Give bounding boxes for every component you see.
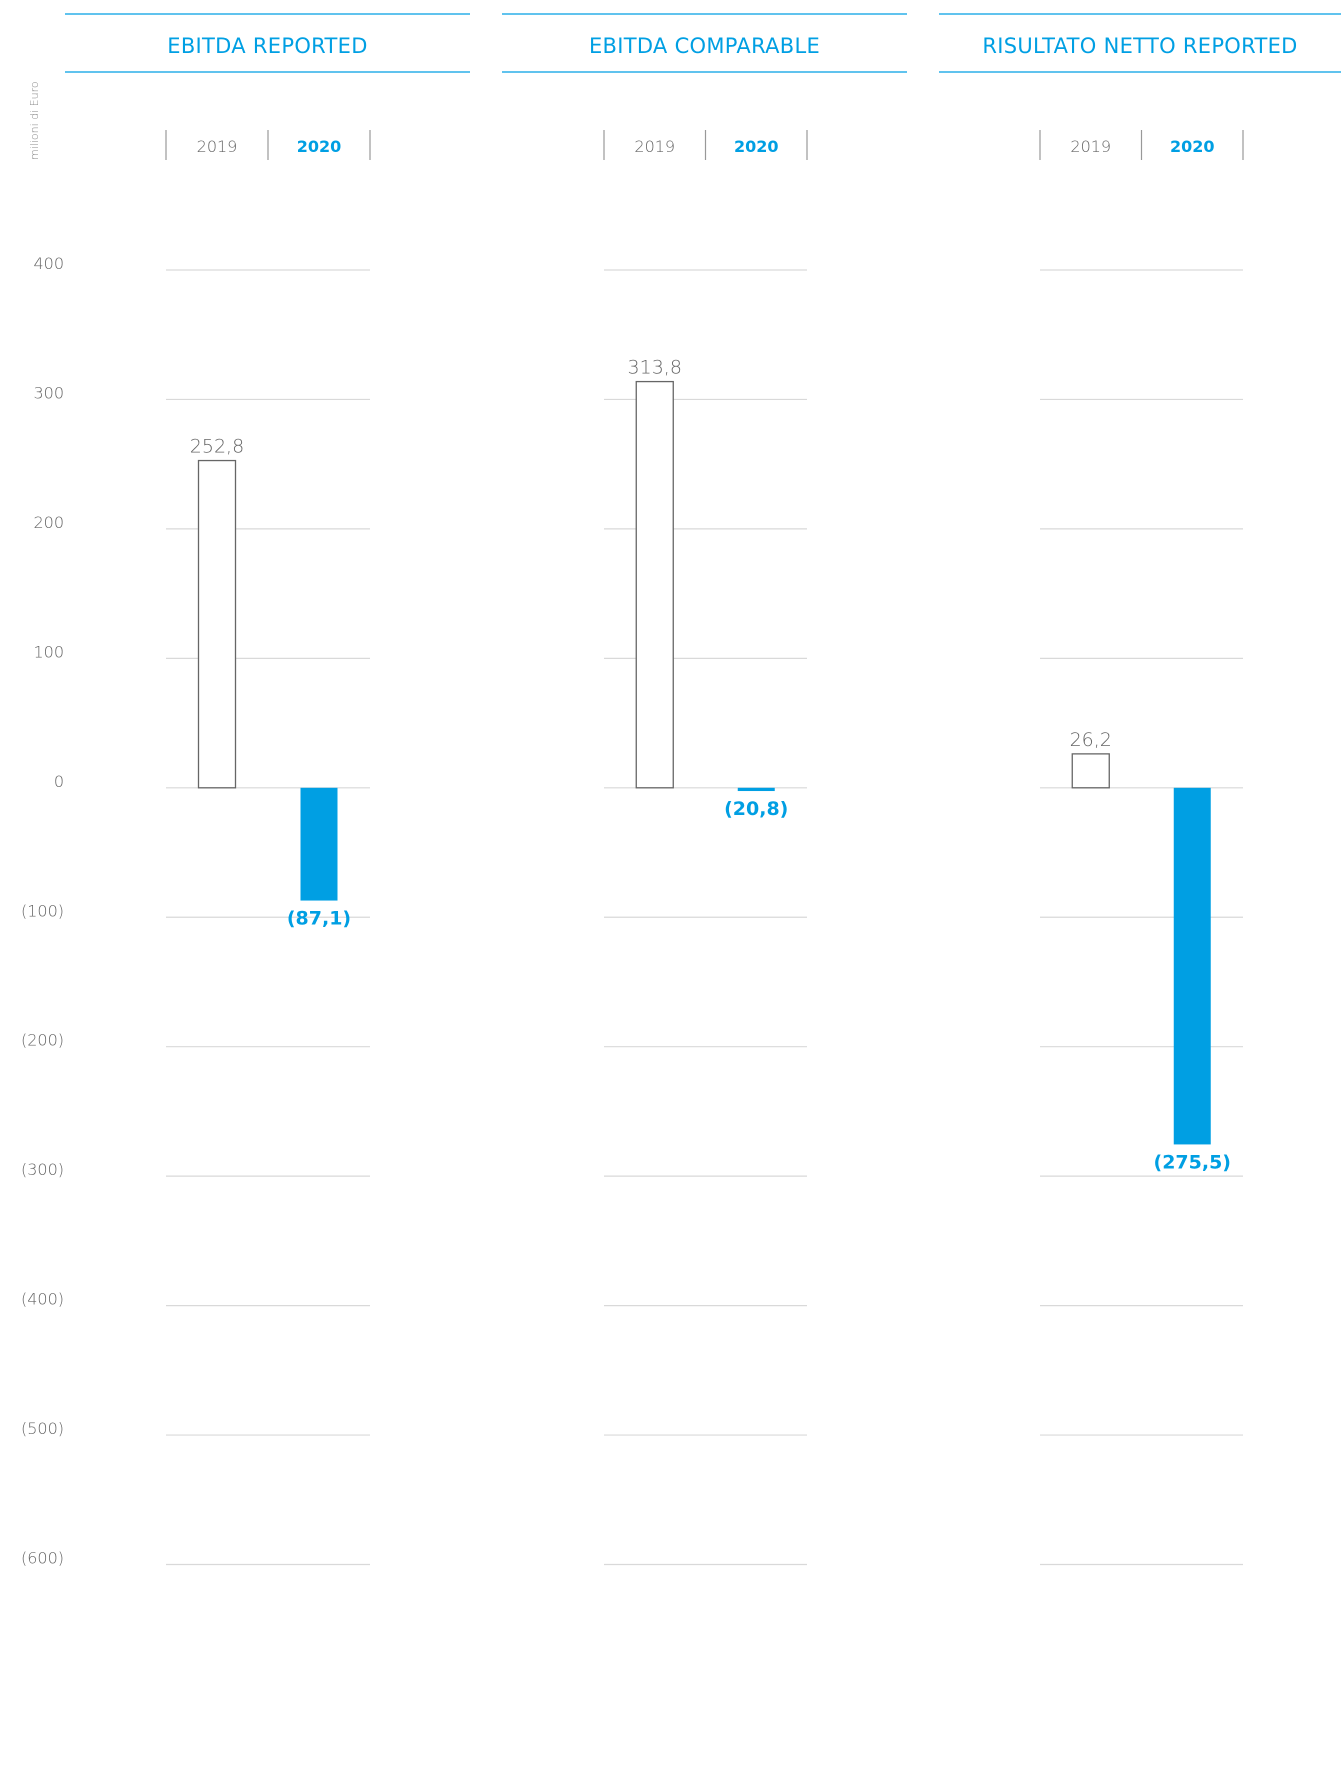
x-tick-label: 2020 [297,137,342,156]
bar-2019 [635,380,674,789]
data-label: 26,2 [1070,729,1112,751]
unit-label: milioni di Euro [28,81,41,160]
data-label: 313,8 [628,357,682,379]
x-tick-label: 2020 [734,137,779,156]
x-tick-label: 2019 [634,137,675,156]
y-tick-label: (600) [21,1549,64,1568]
y-axis: milioni di Euro 400 300 200 100 0 (100) (200) (3… [21,81,64,1567]
y-tick-label: 300 [33,383,64,402]
bar-2020 [737,787,775,792]
data-label: (20,8) [724,798,788,820]
x-tick-label: 2019 [1070,137,1111,156]
data-label: 252,8 [190,436,244,458]
y-tick-label: 200 [33,513,64,532]
chart-panel-3: RISULTATO NETTO REPORTED 2019 2020 26,2 (275… [939,13,1341,1566]
data-label: (275,5) [1154,1151,1231,1173]
chart-panel-2: EBITDA COMPARABLE 2019 2020 313,8 (20,8) [502,13,907,1566]
data-label: (87,1) [287,908,351,930]
y-tick-label: (500) [21,1419,64,1438]
chart-title: EBITDA REPORTED [167,34,367,58]
bar-2020 [1173,787,1211,1145]
y-tick-label: (400) [21,1290,64,1309]
chart-panel-1: EBITDA REPORTED 2019 2020 252,8 (87,1) [65,13,470,1566]
x-tick-label: 2019 [197,137,238,156]
bar-2019 [197,459,237,789]
x-tick-label: 2020 [1170,137,1215,156]
chart-title: EBITDA COMPARABLE [589,34,820,58]
y-tick-label: 100 [33,642,64,661]
y-tick-label: (100) [21,901,64,920]
bar-2020 [300,787,338,901]
y-tick-label: (200) [21,1031,64,1050]
bar-2019 [1071,753,1110,789]
chart-title: RISULTATO NETTO REPORTED [982,34,1297,58]
y-tick-label: 0 [54,772,64,791]
y-tick-label: (300) [21,1160,64,1179]
y-tick-label: 400 [33,254,64,273]
